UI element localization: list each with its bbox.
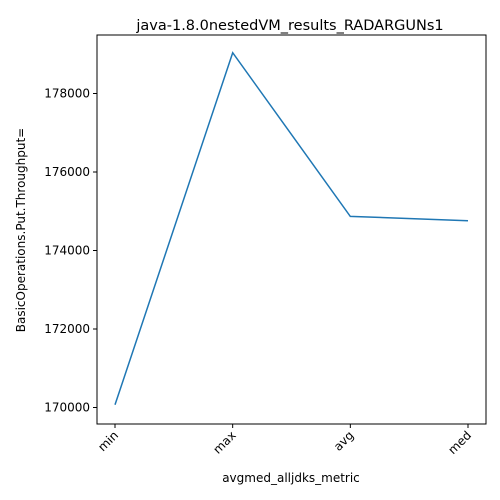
x-tick-label: min bbox=[95, 428, 121, 454]
x-tick-label: max bbox=[210, 428, 238, 456]
x-axis: min max avg med bbox=[95, 424, 474, 457]
y-tick-label: 170000 bbox=[44, 401, 90, 415]
x-tick-label: med bbox=[445, 428, 474, 457]
y-tick-label: 178000 bbox=[44, 86, 90, 100]
y-axis-label: BasicOperations.Put.Throughput= bbox=[14, 128, 28, 332]
y-tick-label: 172000 bbox=[44, 322, 90, 336]
y-tick-label: 176000 bbox=[44, 165, 90, 179]
y-tick-label: 174000 bbox=[44, 244, 90, 258]
x-axis-label: avgmed_alljdks_metric bbox=[222, 471, 360, 485]
y-axis: 170000 172000 174000 176000 178000 bbox=[44, 86, 97, 415]
series-line bbox=[114, 51, 469, 406]
chart-title: java-1.8.0nestedVM_results_RADARGUNs1 bbox=[135, 18, 443, 34]
x-tick-label: avg bbox=[331, 428, 357, 454]
plot-area bbox=[96, 34, 487, 425]
